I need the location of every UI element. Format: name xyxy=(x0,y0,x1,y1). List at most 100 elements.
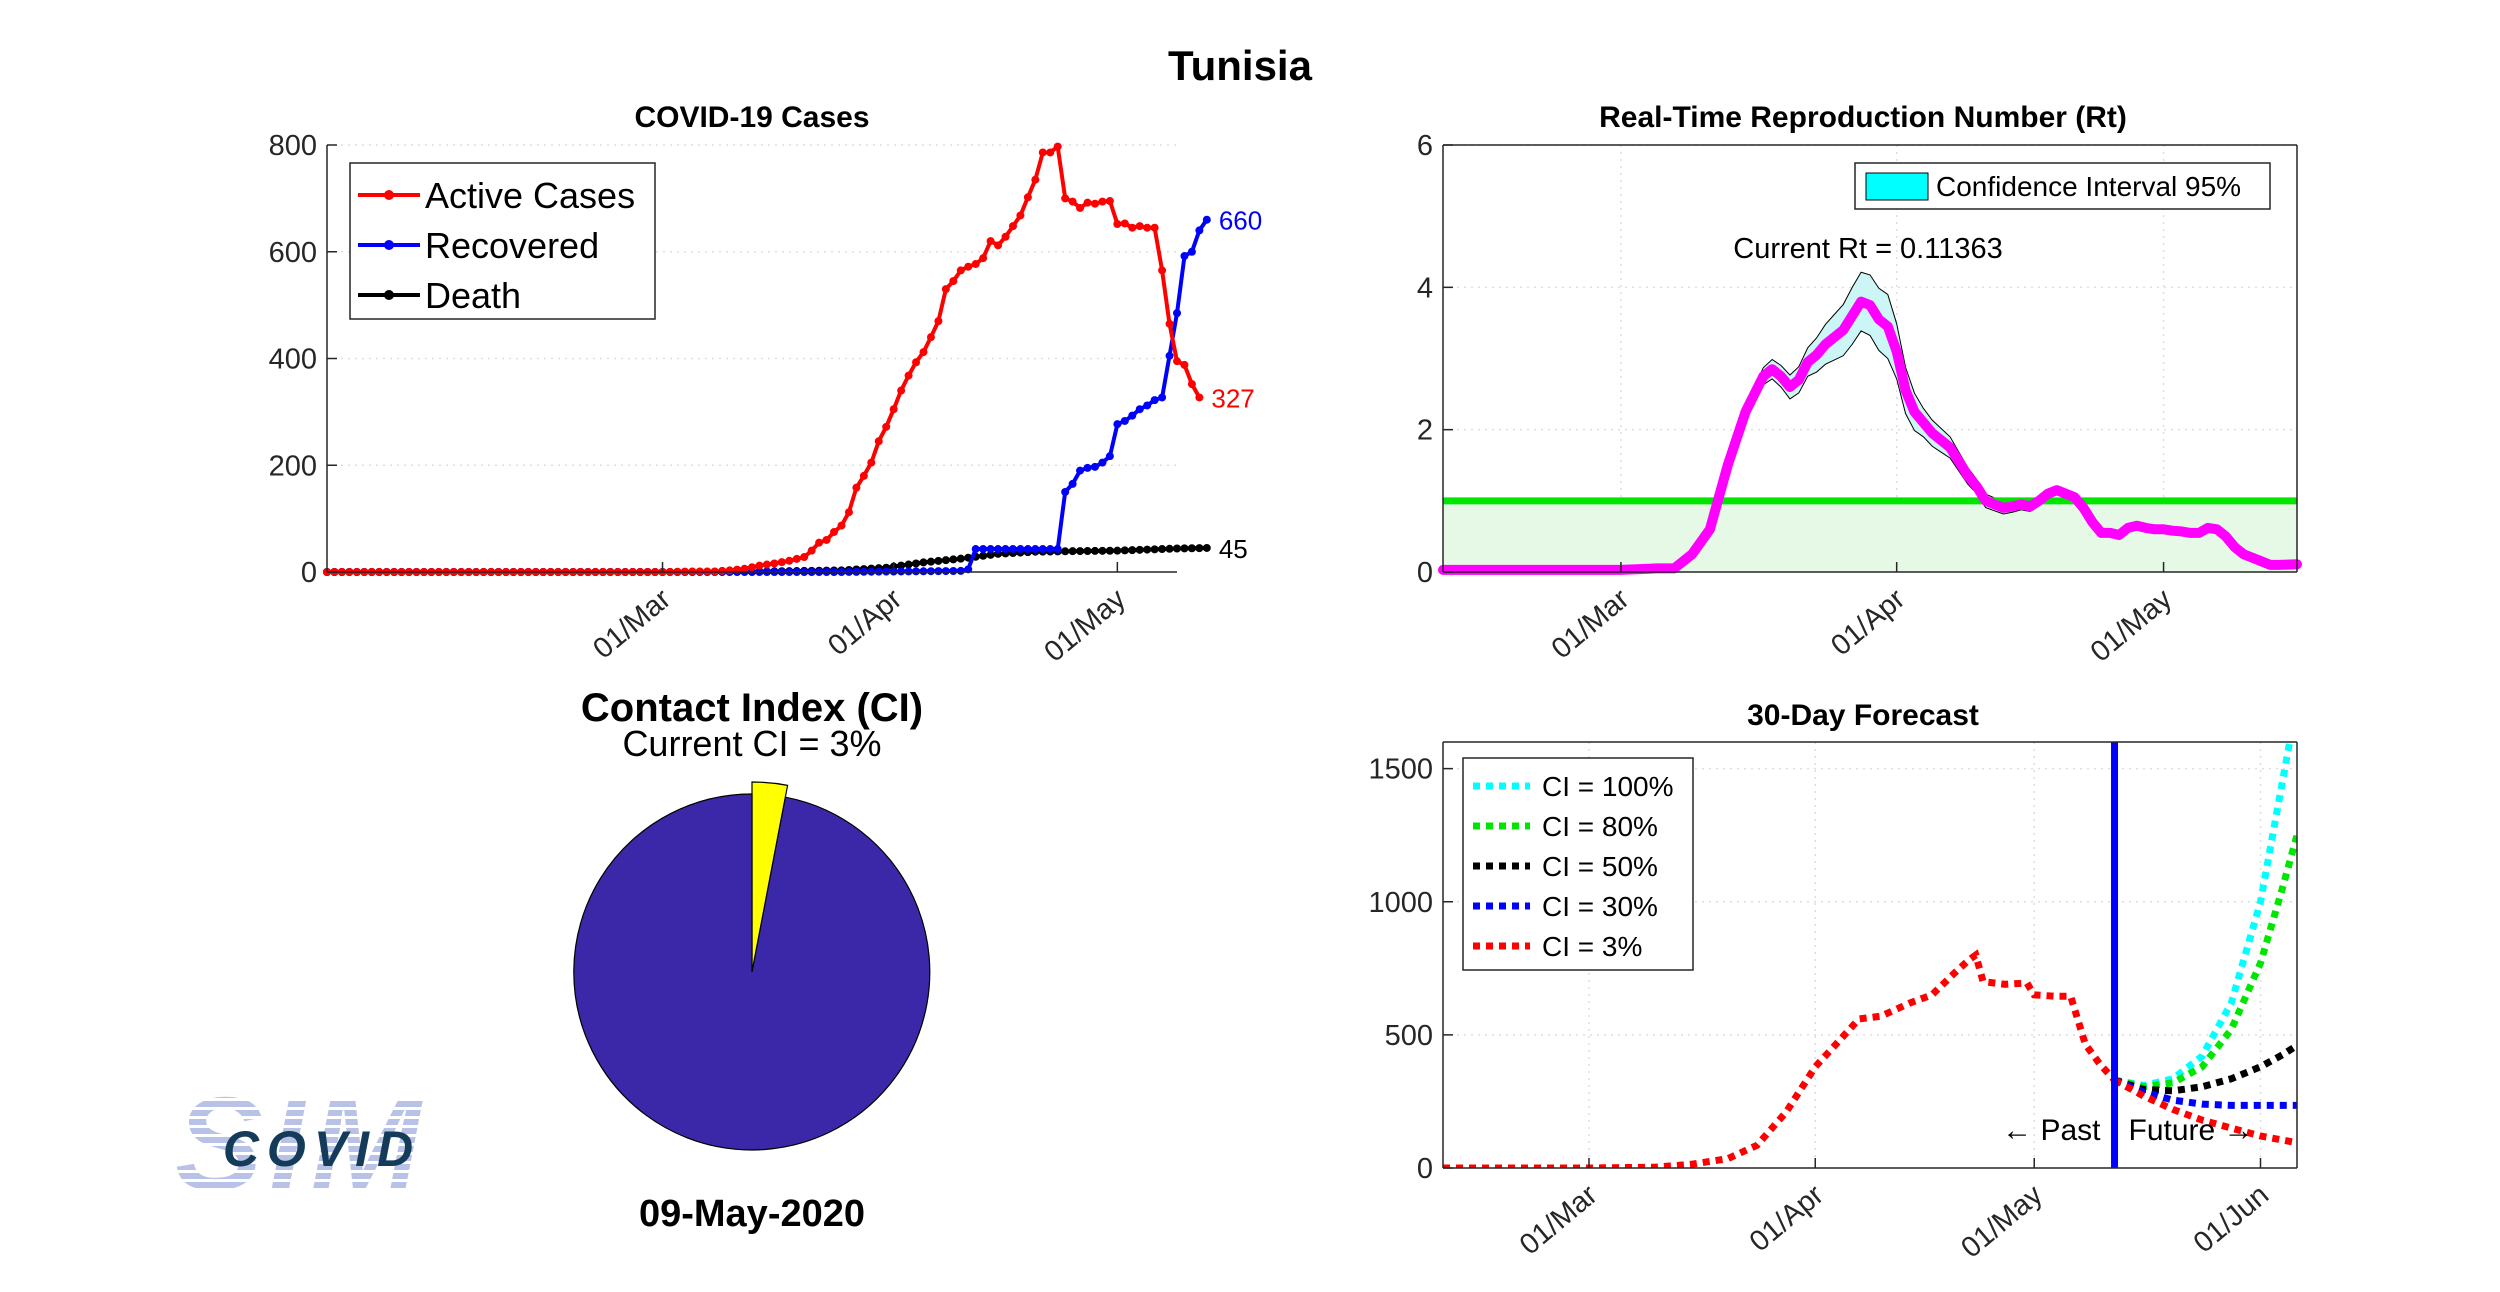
future-label: Future → xyxy=(2129,1114,2254,1147)
active-cases-marker xyxy=(926,333,935,342)
logo-stripe xyxy=(130,1170,505,1173)
recovered-marker xyxy=(1158,393,1167,402)
active-cases-marker xyxy=(1076,203,1085,212)
x-tick-label: 01/May xyxy=(1038,583,1132,669)
active-cases-marker xyxy=(1195,393,1204,402)
active-cases-marker xyxy=(1165,319,1174,328)
legend-label: Death xyxy=(425,275,521,316)
death-marker xyxy=(1150,545,1159,554)
active-cases-marker xyxy=(1068,197,1077,206)
legend-box xyxy=(1462,757,1694,971)
death-marker xyxy=(949,555,958,564)
active-cases-marker xyxy=(859,471,868,480)
active-cases-marker xyxy=(986,237,995,246)
active-cases-marker xyxy=(1150,223,1159,232)
active-cases-marker xyxy=(785,556,794,565)
active-cases-marker xyxy=(889,405,898,414)
contact-index-chart: Contact Index (CI) Current CI = 3% 09-Ma… xyxy=(573,686,931,1235)
y-tick-label: 600 xyxy=(269,237,317,269)
active-cases-marker xyxy=(867,458,876,467)
cases-chart-title: COVID-19 Cases xyxy=(634,101,869,134)
recovered-marker xyxy=(949,566,958,575)
x-tick-label: 01/Apr xyxy=(822,583,908,663)
death-marker xyxy=(1090,546,1099,555)
logo-stripe xyxy=(130,1143,505,1146)
y-tick-label: 6 xyxy=(1417,130,1433,162)
active-cases-marker xyxy=(1023,193,1032,202)
active-cases-marker xyxy=(830,527,839,536)
death-marker xyxy=(1135,545,1144,554)
legend-swatch-marker xyxy=(384,240,394,250)
death-marker xyxy=(1128,546,1137,555)
legend-swatch-marker xyxy=(384,290,394,300)
death-marker xyxy=(1165,544,1174,553)
active-cases-marker xyxy=(971,260,980,269)
end-label: 327 xyxy=(1211,383,1254,413)
recovered-marker xyxy=(1038,545,1047,554)
recovered-marker xyxy=(1120,416,1129,425)
legend-swatch xyxy=(1865,172,1929,201)
recovered-marker xyxy=(1023,545,1032,554)
active-cases-marker xyxy=(770,559,779,568)
rt-legend: Confidence Interval 95% xyxy=(1854,162,2271,210)
forecast-line xyxy=(2113,742,2294,1090)
recovered-marker xyxy=(1053,545,1062,554)
active-cases-marker xyxy=(956,266,965,275)
active-cases-marker xyxy=(815,538,824,547)
x-tick-label: 01/Mar xyxy=(1514,1179,1604,1262)
death-marker xyxy=(1143,545,1152,554)
active-cases-marker xyxy=(1053,142,1062,151)
recovered-marker xyxy=(1098,458,1107,467)
forecast-plot-area xyxy=(1443,742,2297,1168)
recovered-marker xyxy=(1068,479,1077,488)
logo-stripe xyxy=(130,1152,505,1155)
y-tick-label: 200 xyxy=(269,450,317,482)
recovered-marker xyxy=(1202,215,1211,224)
forecast-chart-title: 30-Day Forecast xyxy=(1747,699,1979,732)
active-cases-marker xyxy=(897,386,906,395)
logo-stripe xyxy=(130,1179,505,1182)
active-cases-marker xyxy=(1031,175,1040,184)
legend-label: Confidence Interval 95% xyxy=(1936,171,2241,202)
recovered-marker xyxy=(994,545,1003,554)
death-marker xyxy=(941,556,950,565)
x-tick-label: 01/Mar xyxy=(587,583,677,666)
logo-stripe xyxy=(130,1134,505,1137)
recovered-marker xyxy=(1105,452,1114,461)
death-marker xyxy=(912,559,921,568)
recovered-marker xyxy=(956,566,965,575)
logo-text: COVID xyxy=(223,1121,421,1177)
rt-chart: Real-Time Reproduction Number (Rt) Curre… xyxy=(1417,101,2302,668)
y-tick-label: 400 xyxy=(269,344,317,376)
recovered-marker xyxy=(1083,463,1092,472)
active-cases-marker xyxy=(1016,211,1025,220)
active-cases-marker xyxy=(1098,197,1107,206)
forecast-legend: CI = 100% CI = 80% CI = 50% CI = 30% CI = 3% xyxy=(1462,757,1694,971)
ci-chart-subtitle: Current CI = 3% xyxy=(622,723,881,764)
death-marker xyxy=(919,558,928,567)
death-marker xyxy=(1180,544,1189,553)
active-cases-marker xyxy=(1090,199,1099,208)
legend-label: CI = 50% xyxy=(1542,851,1658,882)
cases-chart: COVID-19 Cases 0 200 400 600 800 01/Mar 01/Apr… xyxy=(269,101,1263,668)
recovered-marker xyxy=(1128,411,1137,420)
death-marker xyxy=(1113,546,1122,555)
x-tick-label: 01/Apr xyxy=(1825,583,1911,663)
forecast-chart: 30-Day Forecast ← Past Future → 0 500 1000 15… xyxy=(1368,699,2298,1264)
y-tick-label: 1500 xyxy=(1368,754,1433,786)
active-cases-marker xyxy=(725,566,734,575)
death-marker xyxy=(934,556,943,565)
active-cases-marker xyxy=(941,285,950,294)
death-marker xyxy=(1202,543,1211,552)
death-marker xyxy=(1076,547,1085,556)
active-cases-marker xyxy=(1113,219,1122,228)
cases-legend: Active Cases Recovered Death xyxy=(349,162,656,320)
active-cases-marker xyxy=(1120,219,1129,228)
recovered-marker xyxy=(926,567,935,576)
death-marker xyxy=(1068,547,1077,556)
logo-stripe xyxy=(130,1098,505,1101)
y-tick-label: 4 xyxy=(1417,272,1433,304)
end-label: 660 xyxy=(1219,206,1262,236)
recovered-marker xyxy=(1113,420,1122,429)
